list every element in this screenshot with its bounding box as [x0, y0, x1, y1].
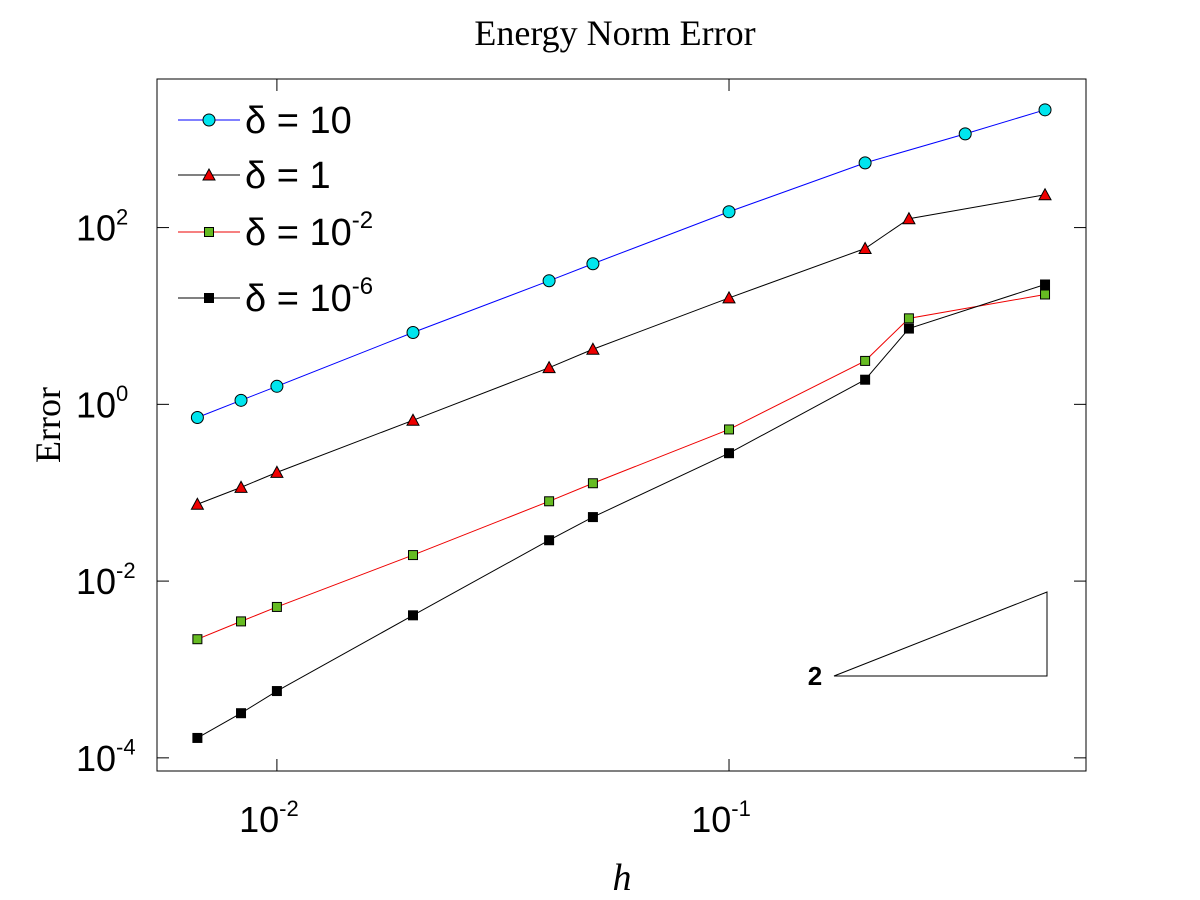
legend-label-text: δ = 1 — [245, 155, 331, 197]
marker — [192, 732, 203, 743]
marker — [1040, 279, 1051, 290]
y-tick-label-exponent: -4 — [116, 735, 136, 760]
x-tick-label: 10-1 — [691, 796, 751, 840]
legend-label-text: δ = 10 — [245, 278, 352, 320]
marker — [190, 497, 205, 510]
marker — [586, 342, 600, 355]
marker — [724, 448, 735, 459]
marker — [270, 379, 284, 393]
marker — [722, 290, 736, 304]
marker — [236, 616, 247, 627]
marker — [544, 496, 555, 507]
marker — [858, 241, 872, 254]
marker — [204, 227, 214, 237]
y-tick-label: 102 — [76, 204, 128, 248]
y-tick-label-base: 10 — [76, 208, 116, 249]
plot-frame — [156, 78, 1087, 772]
legend-label-exponent: -6 — [352, 273, 373, 300]
slope-triangle — [833, 591, 1048, 677]
y-tick-label-exponent: 0 — [116, 381, 128, 406]
marker — [542, 360, 556, 374]
marker — [542, 274, 556, 288]
x-tick-label-exponent: -2 — [279, 796, 299, 821]
legend-label-text: δ = 10 — [245, 100, 352, 142]
y-tick-label-base: 10 — [76, 384, 116, 425]
marker — [190, 410, 204, 424]
marker — [202, 113, 216, 127]
marker — [408, 610, 419, 621]
x-tick-label-base: 10 — [691, 799, 731, 840]
y-tick-label: 100 — [76, 381, 128, 425]
legend-label: δ = 10-2 — [245, 207, 373, 254]
marker — [587, 512, 598, 523]
marker — [1040, 289, 1051, 300]
marker — [1038, 187, 1052, 201]
x-axis-label: h — [613, 857, 632, 899]
marker — [270, 465, 284, 478]
marker — [724, 424, 735, 435]
marker — [544, 535, 555, 546]
marker — [587, 478, 598, 489]
marker — [234, 480, 248, 493]
marker — [722, 205, 736, 219]
marker — [860, 374, 871, 385]
marker — [192, 634, 203, 645]
marker — [903, 323, 914, 334]
y-tick-label-exponent: -2 — [116, 558, 136, 583]
legend-label: δ = 10 — [245, 100, 352, 142]
legend-label: δ = 1 — [245, 155, 331, 197]
marker — [234, 393, 248, 407]
x-tick-label: 10-2 — [239, 796, 299, 840]
marker — [406, 325, 420, 339]
chart-title: Energy Norm Error — [474, 13, 755, 53]
legend-label-exponent: -2 — [352, 207, 373, 234]
y-tick-label: 10-4 — [76, 735, 136, 779]
series-line — [197, 194, 1046, 505]
y-axis-label: Error — [28, 387, 68, 463]
x-tick-label-base: 10 — [239, 799, 279, 840]
series-line — [197, 293, 1046, 640]
y-tick-label-base: 10 — [76, 738, 116, 779]
y-tick-label-exponent: 2 — [116, 204, 128, 229]
series-line — [197, 284, 1046, 739]
marker — [408, 550, 419, 561]
x-tick-label-exponent: -1 — [731, 796, 751, 821]
marker — [202, 167, 216, 181]
legend-label: δ = 10-6 — [245, 273, 373, 320]
marker — [586, 257, 600, 271]
marker — [1038, 103, 1052, 117]
legend-label-text: δ = 10 — [245, 212, 352, 254]
y-tick-label-base: 10 — [76, 561, 116, 602]
marker — [958, 127, 972, 141]
marker — [271, 601, 282, 612]
marker — [903, 313, 914, 324]
marker — [406, 413, 420, 426]
slope-label: 2 — [808, 661, 822, 691]
marker — [271, 686, 282, 697]
marker — [858, 156, 872, 170]
y-tick-label: 10-2 — [76, 558, 136, 602]
marker — [236, 708, 247, 719]
series-line — [197, 109, 1046, 418]
marker — [860, 355, 871, 366]
marker — [902, 211, 916, 225]
marker — [204, 293, 214, 303]
